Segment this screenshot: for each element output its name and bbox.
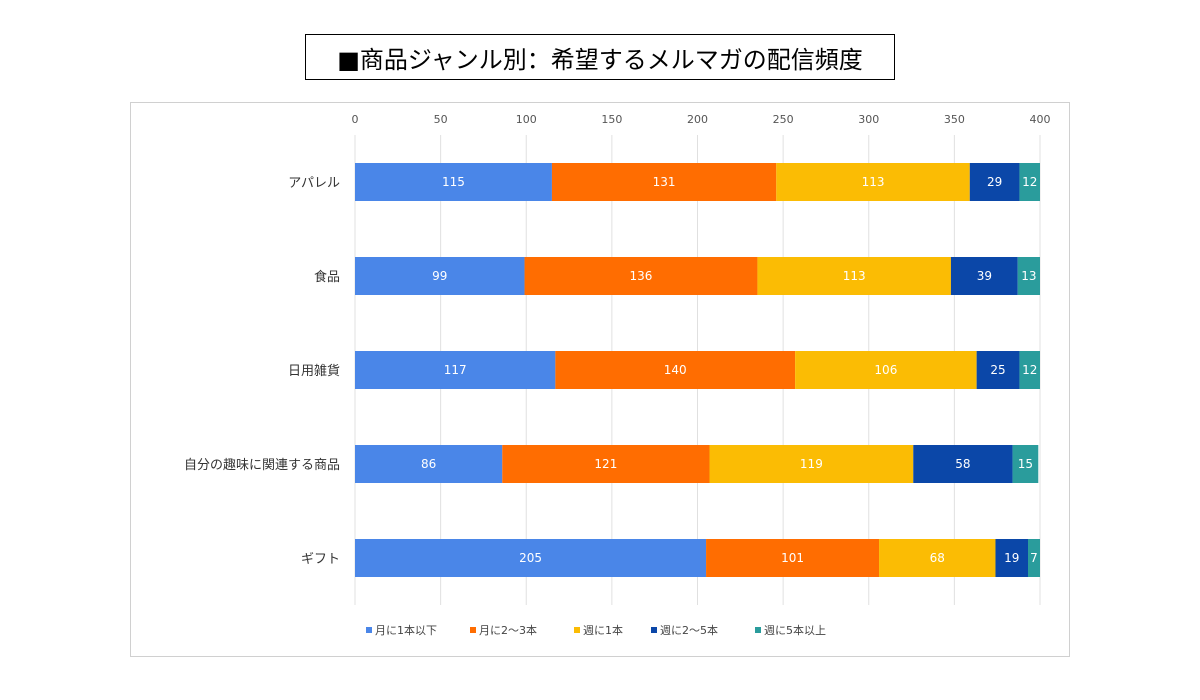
bar-segment — [913, 445, 1013, 483]
bar-segment — [795, 351, 977, 389]
bar-segment — [355, 163, 552, 201]
bar-segment — [555, 351, 796, 389]
category-label: 日用雑貨 — [288, 363, 340, 379]
data-label: 29 — [987, 175, 1002, 189]
bar-segment — [1019, 163, 1040, 201]
category-label: アパレル — [288, 176, 340, 191]
x-tick-label: 300 — [858, 113, 879, 126]
bar-segment — [1017, 257, 1040, 295]
legend-swatch — [574, 627, 580, 633]
bar-segment — [776, 163, 970, 201]
bar-segment — [879, 539, 996, 577]
bar-segment — [1028, 539, 1040, 577]
legend-label: 月に2〜3本 — [479, 623, 537, 637]
data-label: 106 — [874, 363, 897, 377]
bar-segment — [524, 257, 758, 295]
chart-title: ■商品ジャンル別：希望するメルマガの配信頻度 — [305, 34, 895, 80]
x-tick-label: 150 — [601, 113, 622, 126]
legend-swatch — [366, 627, 372, 633]
data-label: 12 — [1022, 363, 1037, 377]
data-label: 113 — [862, 175, 885, 189]
x-tick-label: 50 — [434, 113, 448, 126]
data-label: 99 — [432, 269, 447, 283]
data-label: 39 — [977, 269, 992, 283]
category-label: ギフト — [301, 552, 340, 567]
bar-segment — [355, 445, 503, 483]
data-label: 205 — [519, 551, 542, 565]
x-tick-label: 200 — [687, 113, 708, 126]
legend-swatch — [470, 627, 476, 633]
bar-segment — [976, 351, 1020, 389]
data-label: 13 — [1021, 269, 1036, 283]
data-label: 19 — [1004, 551, 1019, 565]
data-label: 25 — [990, 363, 1005, 377]
data-label: 113 — [843, 269, 866, 283]
data-label: 101 — [781, 551, 804, 565]
data-label: 115 — [442, 175, 465, 189]
data-label: 140 — [664, 363, 687, 377]
data-label: 58 — [955, 457, 970, 471]
data-label: 68 — [930, 551, 945, 565]
x-tick-label: 400 — [1030, 113, 1051, 126]
legend-label: 週に1本 — [583, 623, 623, 637]
bar-segment — [950, 257, 1018, 295]
bar-segment — [1019, 351, 1040, 389]
data-label: 121 — [594, 457, 617, 471]
bar-segment — [355, 257, 525, 295]
bar-segment — [757, 257, 951, 295]
legend-label: 月に1本以下 — [375, 623, 437, 637]
data-label: 15 — [1018, 457, 1033, 471]
bar-segment — [706, 539, 880, 577]
data-label: 86 — [421, 457, 436, 471]
bar-segment — [502, 445, 710, 483]
legend-label: 週に5本以上 — [764, 623, 826, 637]
x-tick-label: 100 — [516, 113, 537, 126]
data-label: 131 — [653, 175, 676, 189]
category-label: 食品 — [314, 269, 340, 285]
data-label: 117 — [444, 363, 467, 377]
bar-segment — [551, 163, 777, 201]
category-label: 自分の趣味に関連する商品 — [184, 458, 340, 473]
legend-swatch — [651, 627, 657, 633]
data-label: 119 — [800, 457, 823, 471]
bar-segment — [1012, 445, 1039, 483]
x-tick-label: 0 — [352, 113, 359, 126]
bar-segment — [355, 539, 707, 577]
x-tick-label: 250 — [773, 113, 794, 126]
data-label: 12 — [1022, 175, 1037, 189]
data-label: 7 — [1030, 551, 1038, 565]
legend-swatch — [755, 627, 761, 633]
x-tick-label: 350 — [944, 113, 965, 126]
bar-segment — [969, 163, 1020, 201]
legend-label: 週に2〜5本 — [660, 623, 718, 637]
data-label: 136 — [630, 269, 653, 283]
bar-segment — [355, 351, 556, 389]
bar-segment — [709, 445, 914, 483]
bar-segment — [995, 539, 1029, 577]
